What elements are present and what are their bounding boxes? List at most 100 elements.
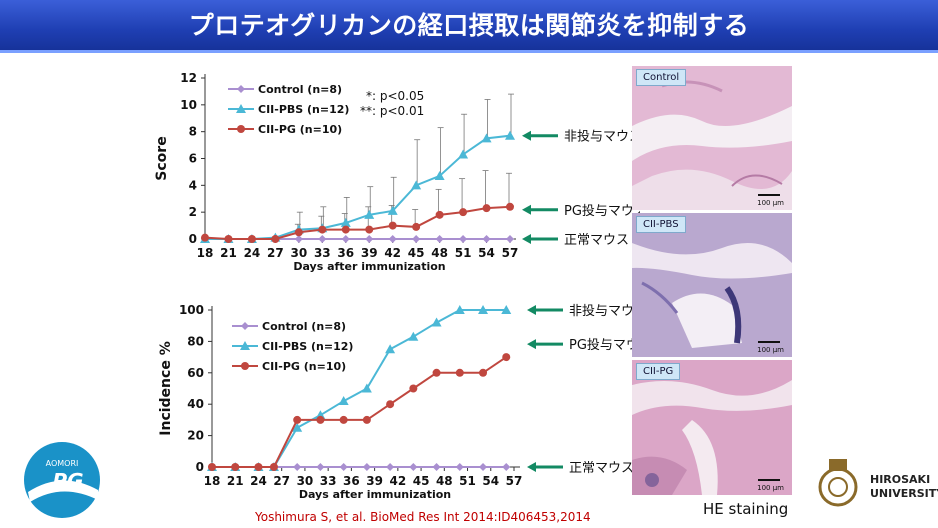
tissue-image-pbs (632, 213, 792, 357)
x-tick-label: 51 (455, 246, 472, 260)
y-tick-label: 20 (187, 429, 204, 443)
hirosaki-crest-icon (818, 459, 858, 507)
incidence-chart: 0 20 40 60 80 100 18 21 24 27 30 33 36 39 42 45 48 51 54 57… (158, 303, 640, 501)
panel-label: Control (636, 69, 687, 86)
scale-bar (758, 341, 780, 343)
data-point (482, 204, 491, 213)
x-tick-label: 57 (506, 474, 523, 488)
he-staining-label: HE staining (703, 500, 789, 518)
data-point (432, 463, 441, 471)
data-point (481, 133, 492, 143)
scale-text: 100 µm (757, 199, 784, 207)
data-point (455, 368, 464, 377)
legend-marker (237, 125, 245, 133)
x-tick-label: 42 (384, 246, 401, 260)
x-tick-label: 27 (267, 246, 284, 260)
x-tick-label: 24 (250, 474, 267, 488)
data-point (408, 331, 419, 341)
data-point (247, 235, 256, 243)
annotation-label: 正常マウス (564, 233, 629, 248)
y-tick-label: 2 (189, 205, 197, 219)
data-point (386, 463, 395, 471)
data-point (293, 463, 302, 471)
data-point (409, 384, 418, 393)
data-point (362, 415, 371, 424)
uni-line-1: HIROSAKI (870, 473, 931, 486)
legend-marker (241, 322, 249, 330)
x-tick-label: 24 (244, 246, 261, 260)
annotation-label: PG投与マウス (569, 337, 640, 353)
data-point (387, 205, 398, 215)
data-point (505, 130, 515, 140)
x-tick-label: 36 (337, 246, 354, 260)
data-point (341, 235, 350, 243)
data-point (362, 463, 371, 471)
x-tick-label: 27 (273, 474, 290, 488)
x-tick-label: 21 (227, 474, 244, 488)
scale-text: 100 µm (757, 484, 784, 492)
data-point (271, 235, 280, 243)
data-point (269, 463, 278, 471)
data-point (341, 225, 350, 234)
x-tick-label: 21 (220, 246, 237, 260)
x-tick-label: 45 (413, 474, 430, 488)
data-point (386, 400, 395, 409)
x-axis-title: Days after immunization (293, 260, 445, 273)
x-tick-label: 30 (297, 474, 314, 488)
x-tick-label: 36 (343, 474, 360, 488)
data-point (506, 235, 514, 243)
title-bar: プロテオグリカンの経口摂取は関節炎を抑制する (0, 0, 938, 53)
x-tick-label: 30 (290, 246, 307, 260)
x-tick-label: 33 (314, 246, 331, 260)
annotation-arrowhead (522, 204, 531, 215)
scale-bar (758, 194, 780, 196)
legend-label: CII-PBS (n=12) (258, 103, 349, 116)
y-tick-label: 100 (179, 303, 204, 317)
data-point (502, 463, 511, 471)
data-point (292, 422, 303, 432)
legend-label: CII-PG (n=10) (258, 123, 342, 136)
y-tick-label: 4 (189, 178, 197, 192)
data-point (478, 305, 489, 314)
y-tick-label: 80 (187, 334, 204, 348)
data-point (339, 415, 348, 424)
legend-marker (237, 85, 245, 93)
data-point (431, 317, 442, 327)
data-point (502, 353, 511, 362)
y-tick-label: 12 (180, 71, 197, 85)
x-tick-label: 42 (389, 474, 406, 488)
y-tick-label: 60 (187, 366, 204, 380)
data-point (208, 463, 216, 471)
legend-label: Control (n=8) (262, 320, 346, 333)
x-tick-label: 54 (482, 474, 499, 488)
hirosaki-university-label: HIROSAKI UNIVERSITY (870, 473, 938, 501)
legend-marker (241, 362, 249, 370)
annotation-arrowhead (522, 130, 531, 141)
histology-panel-control: Control 100 µm (632, 66, 792, 210)
data-point (339, 463, 348, 471)
y-axis-title: Score (154, 136, 170, 180)
data-point (411, 180, 422, 190)
data-point (294, 228, 303, 237)
x-tick-label: 39 (366, 474, 383, 488)
slide-title: プロテオグリカンの経口摂取は関節炎を抑制する (188, 11, 750, 40)
data-point (412, 235, 421, 243)
data-point (293, 415, 302, 424)
x-tick-label: 57 (502, 246, 519, 260)
data-point (224, 235, 233, 243)
data-point (361, 383, 372, 393)
x-tick-label: 48 (436, 474, 453, 488)
legend-label: CII-PG (n=10) (262, 360, 346, 373)
series-line (212, 309, 507, 468)
data-point (365, 235, 374, 243)
aomori-pg-logo: AOMORI PG (24, 442, 100, 518)
y-tick-label: 8 (189, 125, 197, 139)
data-point (365, 225, 374, 234)
data-point (338, 396, 349, 406)
annotation-label: 非投与マウス (564, 129, 640, 145)
data-point (479, 463, 488, 471)
data-point (459, 208, 468, 217)
data-point (432, 368, 441, 377)
data-point (316, 463, 325, 471)
